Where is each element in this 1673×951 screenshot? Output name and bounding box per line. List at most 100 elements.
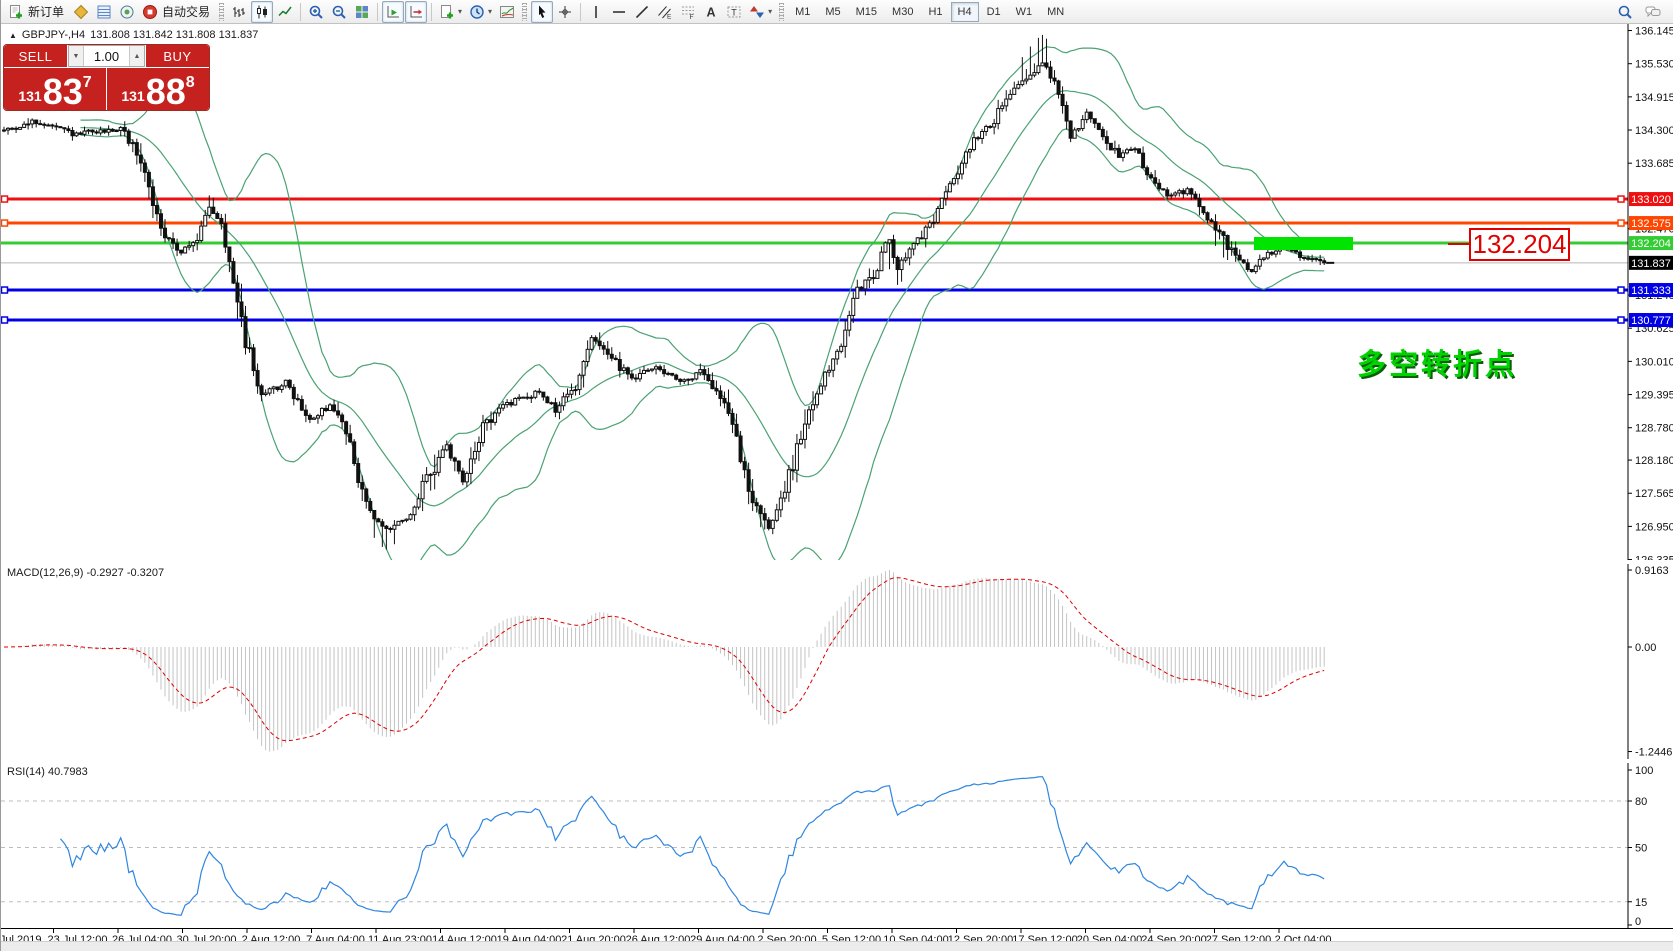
toolbar-separator (377, 2, 379, 21)
zoom-in-button[interactable] (305, 1, 327, 23)
dropdown-arrow-icon[interactable]: ▾ (488, 7, 493, 16)
sell-price-big: 83 (42, 71, 83, 110)
candle-body (279, 385, 284, 391)
market-watch-button[interactable] (70, 1, 92, 23)
timeframe-h1-button[interactable]: H1 (928, 5, 943, 18)
candle-body (706, 374, 711, 382)
candle-body (332, 404, 337, 412)
buy-price-display[interactable]: 131 88 8 (107, 68, 209, 110)
dropdown-arrow-icon[interactable]: ▾ (768, 7, 773, 16)
timeframe-mn-button[interactable]: MN (1047, 5, 1065, 18)
auto-scroll-button[interactable] (382, 0, 405, 23)
zoom-out-button[interactable] (328, 1, 350, 23)
candle-body (251, 347, 256, 372)
sell-price-display[interactable]: 131 83 7 (4, 68, 106, 110)
data-window-button[interactable] (93, 1, 115, 23)
new-order-button[interactable]: 新订单 (5, 1, 69, 23)
horizontal-line-button[interactable] (608, 1, 630, 23)
timeframe-m1-button[interactable]: M1 (795, 5, 811, 18)
macd-indicator-pane[interactable]: 0.9163 0.00 -1.2446 (1, 564, 1673, 759)
main-price-chart[interactable]: 136.145135.530134.915134.300133.685132.4… (1, 24, 1673, 560)
navigator-button[interactable] (116, 1, 138, 23)
search-button[interactable] (1614, 1, 1636, 23)
buy-button[interactable]: BUY (146, 45, 209, 67)
candle-body (235, 282, 240, 303)
candle-body (855, 286, 860, 299)
candle-body (191, 242, 196, 247)
text-label-button[interactable]: T (723, 1, 745, 23)
timeframe-m15-button[interactable]: M15 (855, 5, 878, 18)
line-handle[interactable] (1617, 219, 1625, 227)
candle-body (778, 497, 783, 511)
candle-body (666, 372, 671, 375)
collapse-arrow-icon[interactable]: ▲ (9, 30, 17, 40)
toolbar-grip[interactable] (522, 2, 528, 21)
dropdown-arrow-icon[interactable]: ▾ (458, 7, 463, 16)
line-handle[interactable] (1, 195, 9, 203)
candle-body (384, 525, 389, 529)
candle-body (972, 137, 977, 151)
candle-body (50, 124, 55, 127)
arrows-dropdown-button[interactable]: ▾ (746, 1, 775, 23)
line-handle[interactable] (1617, 286, 1625, 294)
highlight-band-object[interactable] (1254, 237, 1353, 250)
crosshair-button[interactable] (554, 1, 576, 23)
sell-price-pip: 7 (82, 74, 92, 91)
toolbar-grip[interactable] (219, 2, 225, 21)
toolbar-grip[interactable] (779, 2, 785, 21)
turning-point-annotation[interactable]: 多空转折点 (1357, 349, 1518, 381)
tile-windows-button[interactable] (351, 1, 373, 23)
text-label-icon: T (727, 6, 741, 17)
line-handle[interactable] (1617, 195, 1625, 203)
templates-button[interactable] (496, 1, 518, 23)
price-annotation-box[interactable]: 132.204 (1469, 228, 1570, 261)
line-handle[interactable] (1, 316, 9, 324)
indicators-dropdown-button[interactable]: ▾ (436, 1, 465, 23)
text-button[interactable]: A (700, 1, 722, 23)
candle-body (1060, 93, 1065, 107)
cursor-button[interactable] (531, 0, 554, 23)
timeframe-w1-button[interactable]: W1 (1015, 5, 1033, 18)
candle-body (742, 461, 747, 471)
timeframe-h4-button[interactable]: H4 (950, 1, 979, 22)
candle-body (58, 126, 63, 129)
timeframe-d1-button[interactable]: D1 (986, 5, 1001, 18)
fibonacci-icon: F (682, 6, 695, 20)
equidistant-channel-icon: E (658, 5, 672, 20)
bar-chart-button[interactable] (228, 1, 250, 23)
candle-body (939, 197, 944, 210)
buy-price-pip: 8 (185, 74, 195, 91)
periods-dropdown-button[interactable]: ▾ (466, 1, 495, 23)
equidistant-channel-button[interactable]: E (654, 1, 676, 23)
volume-up-button[interactable]: ▲ (129, 46, 144, 66)
fibonacci-button[interactable]: F (677, 1, 699, 23)
candle-body (428, 473, 433, 476)
line-handle[interactable] (1, 286, 9, 294)
sell-button[interactable]: SELL (4, 45, 67, 67)
candle-body (1253, 265, 1258, 273)
line-handle[interactable] (1617, 316, 1625, 324)
candle-body (839, 345, 844, 352)
line-chart-button[interactable] (274, 1, 296, 23)
candle-body (1096, 122, 1101, 130)
chart-shift-button[interactable] (405, 0, 428, 23)
candle-body (22, 123, 27, 128)
candle-body (617, 359, 622, 371)
candle-body (698, 369, 703, 374)
volume-down-button[interactable]: ▼ (69, 46, 84, 66)
autotrading-button[interactable]: 自动交易 (139, 1, 215, 23)
price-tick-label: 130.010 (1635, 356, 1673, 368)
trendline-button[interactable] (631, 1, 653, 23)
line-handle[interactable] (1, 219, 9, 227)
candle-body (646, 369, 650, 372)
indicators-dropdown-icon (441, 4, 454, 18)
candle-body (400, 519, 405, 522)
timeframe-m5-button[interactable]: M5 (825, 5, 841, 18)
rsi-indicator-pane[interactable]: 100 80 50 15 0 (1, 763, 1673, 928)
volume-input[interactable]: 1.00 (93, 48, 120, 64)
vertical-line-button[interactable] (585, 1, 607, 23)
chat-button[interactable] (1642, 1, 1664, 23)
timeframe-m30-button[interactable]: M30 (892, 5, 914, 18)
candlestick-chart-button[interactable] (251, 0, 274, 23)
candlestick-chart-icon (257, 5, 268, 18)
